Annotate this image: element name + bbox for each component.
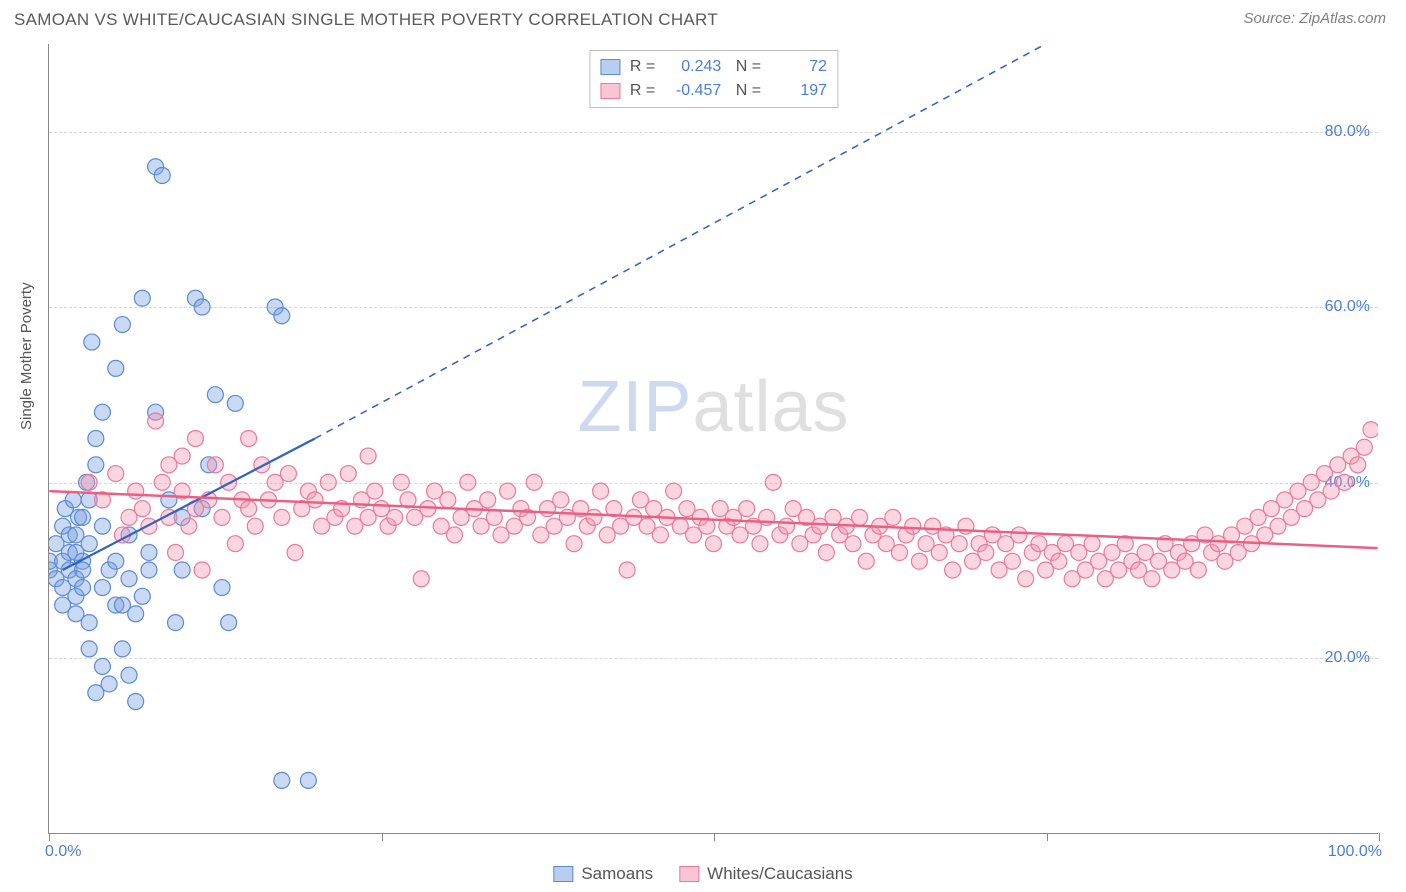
legend-row-samoans: R =0.243 N =72 [600, 55, 827, 79]
swatch-whites [600, 83, 620, 99]
swatch-samoans-icon [553, 866, 573, 882]
x-label-max: 100.0% [1328, 843, 1382, 861]
chart-title: SAMOAN VS WHITE/CAUCASIAN SINGLE MOTHER … [14, 10, 718, 30]
x-label-min: 0.0% [45, 843, 81, 861]
x-tick [714, 833, 715, 841]
x-tick [1047, 833, 1048, 841]
legend-item-whites: Whites/Caucasians [679, 864, 853, 884]
y-axis-title: Single Mother Poverty [18, 282, 35, 430]
x-tick [382, 833, 383, 841]
legend-label-whites: Whites/Caucasians [707, 864, 853, 884]
chart-area: ZIPatlas R =0.243 N =72 R =-0.457 N =197… [48, 44, 1378, 834]
x-tick [1379, 833, 1380, 841]
swatch-samoans [600, 59, 620, 75]
swatch-whites-icon [679, 866, 699, 882]
legend-item-samoans: Samoans [553, 864, 653, 884]
legend-row-whites: R =-0.457 N =197 [600, 79, 827, 103]
correlation-legend: R =0.243 N =72 R =-0.457 N =197 [589, 50, 838, 108]
x-tick [49, 833, 50, 841]
legend-label-samoans: Samoans [581, 864, 653, 884]
scatter-plot [49, 44, 1378, 833]
series-legend: Samoans Whites/Caucasians [553, 864, 852, 884]
source-label: Source: ZipAtlas.com [1243, 10, 1386, 27]
